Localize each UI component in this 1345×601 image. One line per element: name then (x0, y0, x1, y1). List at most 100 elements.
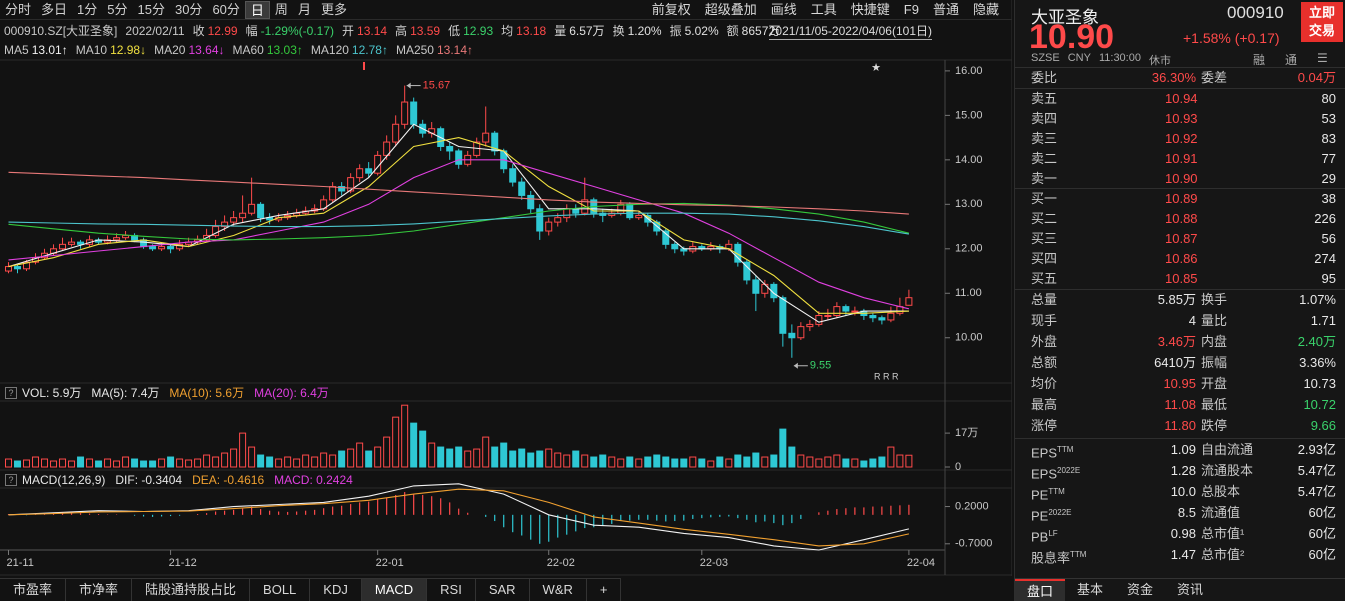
volume-bar (896, 454, 904, 468)
change: +1.58% (+0.17) (1183, 30, 1280, 46)
help-icon[interactable]: ? (5, 386, 17, 399)
info-bar: 000910.SZ[大亚圣象] 2022/02/11 收 12.99 幅 -1.29%… (0, 21, 1012, 40)
tool-button[interactable]: 隐藏 (972, 2, 999, 17)
volume-bar (329, 454, 337, 468)
indicator-tab[interactable]: BOLL (250, 579, 311, 601)
volume-bar (842, 458, 850, 468)
period-tab[interactable]: 日 (244, 0, 270, 19)
volume-bar (779, 428, 787, 468)
row-label: 总市值¹ (1201, 524, 1244, 544)
legend-name: MA120 (310, 43, 349, 57)
indicator-tab[interactable]: RSI (427, 579, 476, 601)
candle-body (806, 323, 814, 328)
panel-tab[interactable]: 资金 (1127, 582, 1154, 597)
order-qty: 29 (1321, 171, 1336, 186)
indicator-tab[interactable]: + (587, 579, 622, 601)
order-level: 买三 (1031, 231, 1058, 246)
period-tab[interactable]: 1分 (77, 1, 98, 17)
y-tick-label: 10.00 (955, 332, 983, 344)
period-tab[interactable]: 周 (274, 1, 288, 17)
volume-bar (770, 454, 778, 468)
indicator-line (8, 212, 909, 235)
panel-icon[interactable]: ☰ (1317, 51, 1328, 65)
x-tick-label: 22-02 (547, 557, 575, 569)
quote-row: PBLF 0.98 总市值¹ 60亿 (1015, 524, 1345, 544)
period-tab[interactable]: 更多 (320, 1, 347, 17)
legend-name: MA10 (75, 43, 108, 57)
panel-icon[interactable]: 融 (1253, 53, 1266, 67)
row-label: 委差 (1201, 68, 1227, 88)
label-sup: TTM (1057, 445, 1074, 454)
candle-body (482, 132, 490, 143)
tool-button[interactable]: 快捷键 (850, 2, 890, 17)
period-tab[interactable]: 月 (297, 1, 311, 17)
volume-bar (554, 452, 562, 468)
trade-button[interactable]: 立即 交易 (1301, 2, 1343, 42)
volume-bar (743, 456, 751, 468)
indicator-tab[interactable]: 市盈率 (0, 579, 67, 601)
order-level: 买一 (1031, 191, 1058, 206)
quote-row: EPS2022E 1.28 流通股本 5.47亿 (1015, 461, 1345, 481)
legend-value: 12.78↑ (351, 43, 388, 57)
candle-body (221, 221, 229, 228)
volume-bar (14, 460, 22, 468)
label-text: 开盘 (1201, 376, 1228, 391)
candle-body (122, 234, 130, 239)
indicator-tab[interactable]: SAR (476, 579, 530, 601)
volume-bar (140, 460, 148, 468)
panel-icon[interactable]: 通 (1285, 53, 1298, 67)
panel-tab[interactable]: 基本 (1077, 582, 1104, 597)
date-range[interactable]: 2021/11/05-2022/04/06(101日) (768, 24, 932, 40)
period-tab[interactable]: 多日 (41, 1, 68, 17)
row-label: PBLF (1031, 524, 1058, 547)
volume-bar (104, 458, 112, 468)
candle-body (527, 194, 535, 210)
tool-button[interactable]: 普通 (932, 2, 959, 17)
panel-tab[interactable]: 资讯 (1177, 582, 1204, 597)
period-tab[interactable]: 60分 (212, 1, 240, 17)
indicator-tab[interactable]: MACD (361, 579, 428, 601)
volume-bar (311, 456, 319, 468)
info-value: 5.02% (684, 24, 719, 38)
row-value: 1.47 (1170, 547, 1196, 562)
tool-button[interactable]: 工具 (810, 2, 837, 17)
panel-tab[interactable]: 盘口 (1015, 579, 1066, 601)
volume-bar (122, 456, 130, 468)
candle-body (788, 332, 796, 339)
period-tab[interactable]: 15分 (137, 1, 165, 17)
signal-markers: R R R (874, 371, 899, 381)
stock-name: 大亚圣象 (1031, 8, 1099, 27)
indicator-tab[interactable]: W&R (530, 579, 587, 601)
indicator-value: MACD(12,26,9) (22, 472, 106, 487)
row-label: 总额 (1031, 353, 1057, 373)
order-qty: 56 (1321, 231, 1336, 246)
help-icon[interactable]: ? (5, 473, 17, 486)
info-label: 均 (501, 24, 514, 38)
indicator-tab[interactable]: 陆股通持股占比 (132, 579, 251, 601)
x-tick-label: 21-12 (169, 557, 197, 569)
row-value: 60亿 (1308, 526, 1336, 541)
candle-body (842, 306, 850, 312)
candle-body (248, 203, 256, 214)
legend-value: 13.14↑ (436, 43, 474, 57)
indicator-tab[interactable]: 市净率 (66, 579, 133, 601)
tool-button[interactable]: 画线 (770, 2, 797, 17)
info-label: 收 (192, 24, 205, 38)
info-field: 高 13.59 (395, 22, 440, 39)
label-text: 自由流通 (1201, 442, 1254, 457)
volume-bar (212, 456, 220, 468)
indicator-value: MA(20): 6.4万 (254, 386, 329, 400)
period-tab[interactable]: 30分 (174, 1, 203, 17)
info-label: 换 (612, 24, 625, 38)
candle-body (824, 315, 832, 318)
label-text: EPS (1031, 445, 1058, 461)
tool-button[interactable]: 前复权 (651, 2, 691, 17)
volume-bar (167, 456, 175, 468)
period-tab[interactable]: 分时 (5, 1, 32, 17)
tool-button[interactable]: 超级叠加 (704, 2, 757, 17)
period-tab[interactable]: 5分 (107, 1, 128, 17)
y-tick-label: -0.7000 (955, 538, 992, 550)
tool-button[interactable]: F9 (903, 2, 919, 17)
candle-body (887, 312, 895, 321)
indicator-tab[interactable]: KDJ (310, 579, 362, 601)
